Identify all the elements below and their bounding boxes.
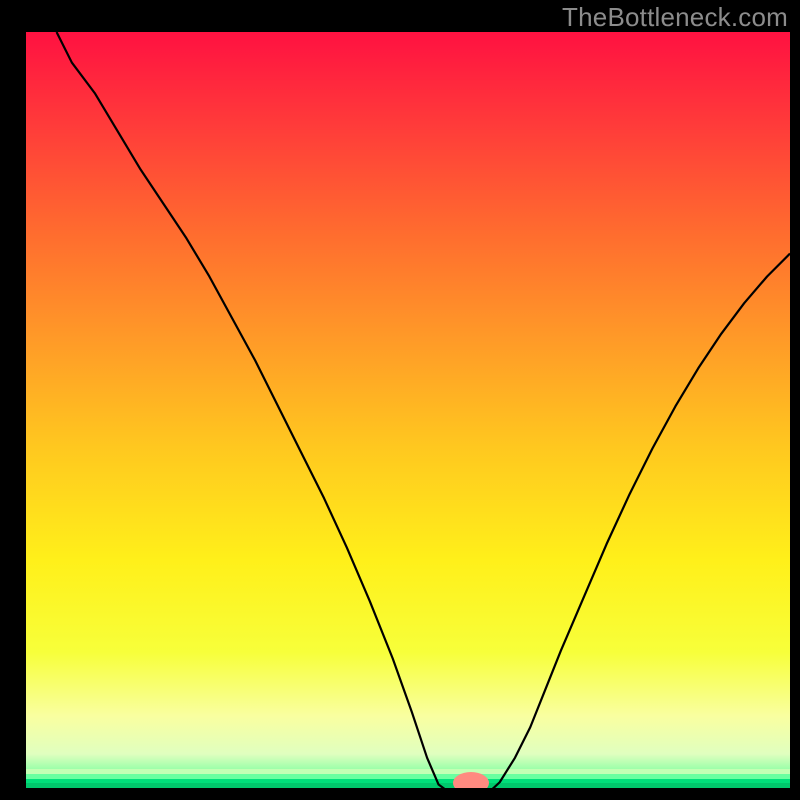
frame-border-left	[0, 0, 26, 800]
plot-area	[26, 32, 790, 788]
frame-border-right	[790, 0, 800, 800]
current-config-marker	[453, 772, 489, 788]
frame-border-bottom	[0, 788, 800, 800]
bottleneck-curve-path	[57, 32, 790, 788]
chart-canvas: TheBottleneck.com	[0, 0, 800, 800]
watermark-text: TheBottleneck.com	[562, 2, 788, 33]
bottleneck-curve	[26, 32, 790, 788]
